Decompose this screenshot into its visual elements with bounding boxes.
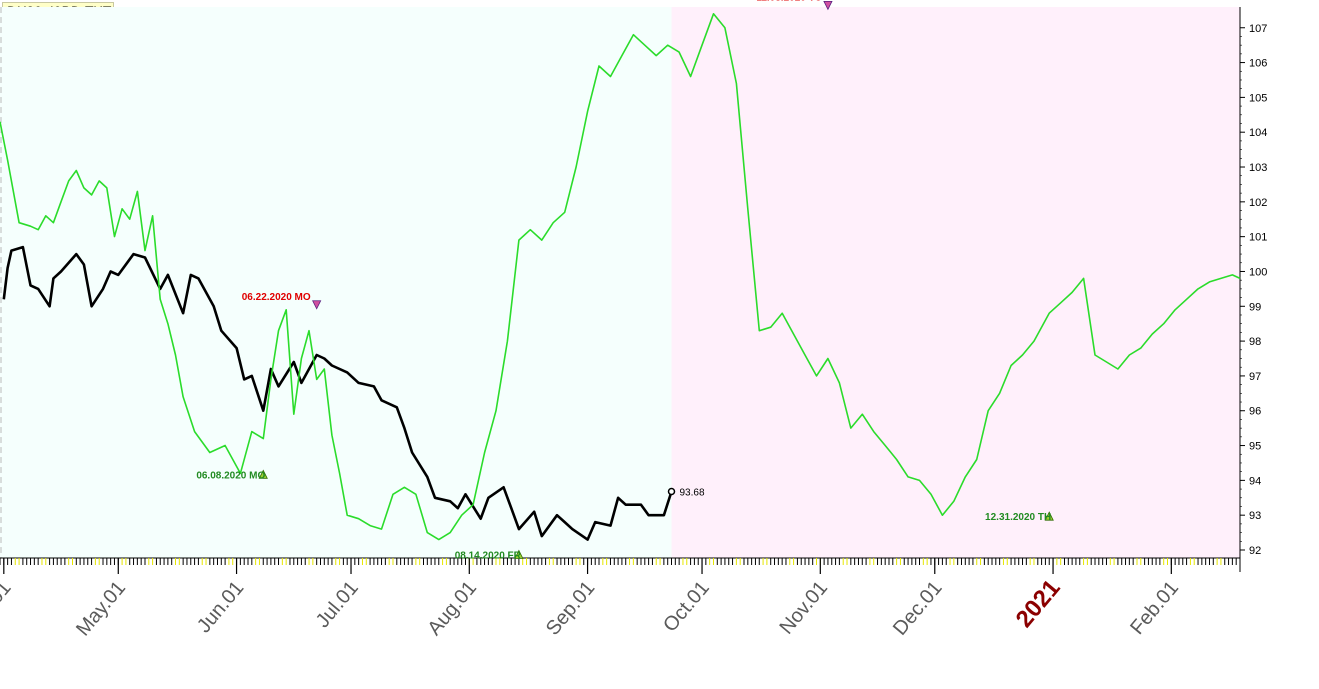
y-tick-label: 96	[1249, 406, 1261, 418]
y-tick-label: 106	[1249, 58, 1267, 70]
x-tick-label: Jul.01	[312, 577, 363, 632]
pivot-low-marker	[514, 549, 524, 559]
pivot-high-marker	[823, 0, 833, 11]
x-tick-label: Dec.01	[889, 577, 947, 640]
x-tick-label: Aug.01	[424, 577, 482, 640]
y-tick-label: 101	[1249, 232, 1267, 244]
y-tick-label: 99	[1249, 301, 1261, 313]
y-tick-label: 103	[1249, 162, 1267, 174]
pivot-low-label: 08.14.2020 FR	[455, 550, 522, 561]
y-tick-label: 102	[1249, 197, 1267, 209]
pivot-low-label: 06.08.2020 MO	[196, 470, 265, 481]
y-tick-label: 95	[1249, 441, 1261, 453]
y-tick-label: 104	[1249, 127, 1267, 139]
y-tick-label: 107	[1249, 23, 1267, 35]
y-tick-label: 105	[1249, 92, 1267, 104]
x-tick-label: 2021	[1011, 575, 1066, 633]
last-value-marker	[667, 487, 676, 496]
y-tick-label: 100	[1249, 266, 1267, 278]
y-tick-label: 94	[1249, 475, 1261, 487]
x-tick-label: Nov.01	[776, 577, 833, 639]
x-tick-label: Sep.01	[542, 577, 600, 640]
pivot-low-marker	[1044, 511, 1054, 521]
series-line	[2, 245, 673, 541]
x-tick-label: Oct.01	[659, 577, 714, 636]
x-tick-label: .01	[0, 577, 16, 612]
series-layer	[0, 13, 1241, 541]
x-tick-label: Jun.01	[193, 577, 248, 637]
y-tick-label: 92	[1249, 545, 1261, 557]
annotation-layer: 93.68 06.08.2020 MO 06.22.2020 MO 08.14.202…	[196, 0, 1054, 561]
last-value-label: 93.68	[680, 488, 705, 499]
x-tick-label: May.01	[72, 577, 130, 640]
x-tick-label: Feb.01	[1126, 577, 1183, 639]
pivot-high-marker	[312, 300, 322, 310]
pivot-low-marker	[258, 469, 268, 479]
y-tick-label: 93	[1249, 510, 1261, 522]
background-layer	[0, 7, 1240, 558]
shaded-region	[671, 7, 1240, 558]
pivot-high-label: 11.03.2020 TU	[756, 0, 822, 3]
shaded-region	[0, 7, 672, 558]
pivot-low-label: 12.31.2020 TH	[985, 512, 1051, 523]
y-tick-label: 98	[1249, 336, 1261, 348]
series-line	[0, 13, 1241, 541]
y-tick-label: 97	[1249, 371, 1261, 383]
pivot-high-label: 06.22.2020 MO	[242, 292, 311, 303]
